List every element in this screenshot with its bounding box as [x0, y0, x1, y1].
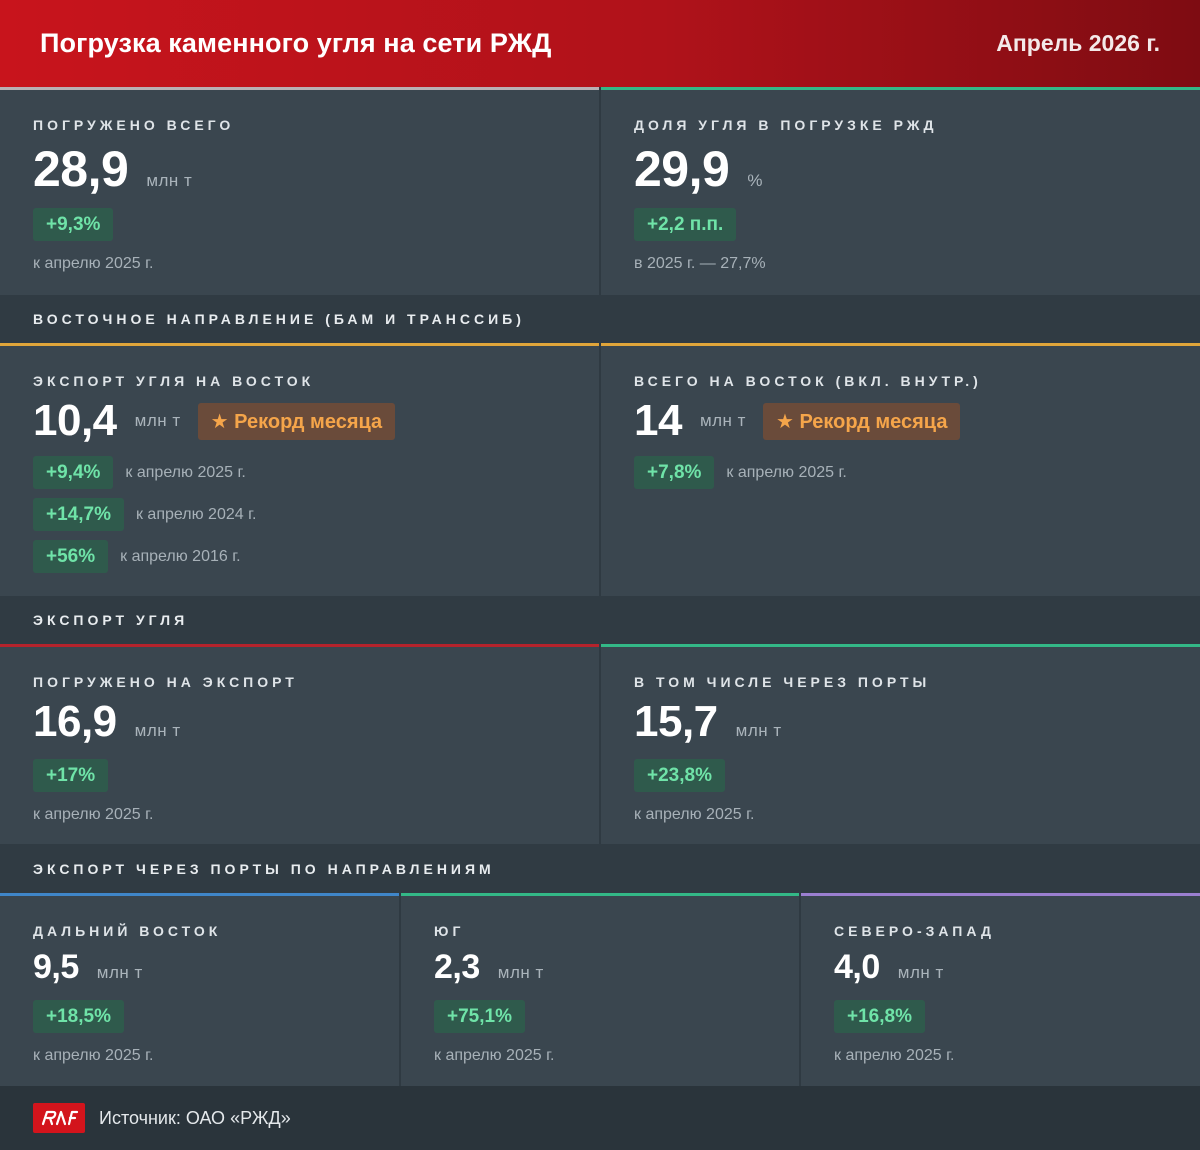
comparison-note: к апрелю 2025 г.	[33, 255, 154, 272]
change-badge: +2,2 п.п.	[634, 208, 737, 241]
comparison-note: в 2025 г. — 27,7%	[634, 255, 766, 272]
rzd-logo-icon	[33, 1103, 85, 1133]
metric-unit: млн т	[497, 963, 544, 982]
metric-value: 2,3	[434, 948, 480, 986]
metric-unit: млн т	[96, 963, 143, 982]
change-badge: +9,3%	[33, 208, 114, 241]
metric-value: 14	[634, 396, 682, 445]
record-badge: ★ Рекорд месяца	[197, 402, 396, 440]
comparison-note: к апрелю 2025 г.	[834, 1047, 955, 1064]
card-label: ПОГРУЖЕНО ВСЕГО	[33, 117, 235, 133]
section-ports: ЭКСПОРТ ЧЕРЕЗ ПОРТЫ ПО НАПРАВЛЕНИЯМ	[0, 844, 1200, 893]
comparison-row: +56% к апрелю 2016 г.	[33, 540, 241, 573]
card-far-east: ДАЛЬНИЙ ВОСТОК 9,5 млн т +18,5% к апрелю…	[0, 893, 399, 1086]
card-label: ВСЕГО НА ВОСТОК (ВКЛ. ВНУТР.)	[634, 373, 982, 389]
change-badge: +7,8%	[634, 456, 715, 489]
card-label: ДАЛЬНИЙ ВОСТОК	[33, 923, 222, 939]
section-east: ВОСТОЧНОЕ НАПРАВЛЕНИЕ (БАМ И ТРАНССИБ)	[0, 295, 1200, 343]
metric-unit: млн т	[134, 721, 181, 740]
source-text: Источник: ОАО «РЖД»	[99, 1107, 291, 1128]
section-title: ЭКСПОРТ ЧЕРЕЗ ПОРТЫ ПО НАПРАВЛЕНИЯМ	[33, 860, 495, 877]
metric-value: 28,9	[33, 141, 129, 197]
comparison-note: к апрелю 2025 г.	[33, 1047, 154, 1064]
comparison-note: к апрелю 2024 г.	[135, 505, 257, 523]
metric-unit: %	[747, 171, 763, 190]
card-label: ЮГ	[434, 923, 465, 939]
comparison-note: к апрелю 2025 г.	[726, 463, 847, 481]
change-badge: +23,8%	[634, 759, 725, 792]
section-title: ЭКСПОРТ УГЛЯ	[33, 612, 189, 628]
section-export: ЭКСПОРТ УГЛЯ	[0, 596, 1200, 644]
card-north-west: СЕВЕРО-ЗАПАД 4,0 млн т +16,8% к апрелю 2…	[801, 893, 1200, 1086]
page-title: Погрузка каменного угля на сети РЖД	[40, 28, 552, 58]
card-label: ПОГРУЖЕНО НА ЭКСПОРТ	[33, 674, 298, 690]
card-loaded-total: ПОГРУЖЕНО ВСЕГО 28,9 млн т +9,3% к апрел…	[0, 87, 599, 295]
metric-value: 10,4	[33, 396, 117, 445]
metric-unit: млн т	[146, 171, 193, 190]
metric-value: 9,5	[33, 948, 79, 986]
card-label: В ТОМ ЧИСЛЕ ЧЕРЕЗ ПОРТЫ	[634, 674, 931, 690]
metric-unit: млн т	[897, 963, 944, 982]
metric-value: 29,9	[634, 141, 730, 197]
footer: Источник: ОАО «РЖД»	[0, 1086, 1200, 1150]
change-badge: +75,1%	[434, 1000, 525, 1033]
comparison-note: к апрелю 2025 г.	[634, 806, 755, 823]
card-label: ЭКСПОРТ УГЛЯ НА ВОСТОК	[33, 373, 315, 389]
comparison-row: +14,7% к апрелю 2024 г.	[33, 498, 256, 531]
comparison-note: к апрелю 2025 г.	[33, 806, 154, 823]
card-loaded-export: ПОГРУЖЕНО НА ЭКСПОРТ 16,9 млн т +17% к а…	[0, 644, 599, 844]
card-via-ports: В ТОМ ЧИСЛЕ ЧЕРЕЗ ПОРТЫ 15,7 млн т +23,8…	[601, 644, 1200, 844]
comparison-note: к апрелю 2016 г.	[120, 547, 241, 565]
change-badge: +56%	[33, 540, 109, 573]
period-label: Апрель 2026 г.	[996, 30, 1160, 56]
metric-value: 16,9	[33, 697, 117, 746]
card-coal-share: ДОЛЯ УГЛЯ В ПОГРУЗКЕ РЖД 29,9 % +2,2 п.п…	[601, 87, 1200, 295]
record-badge: ★ Рекорд месяца	[762, 402, 961, 440]
metric-unit: млн т	[699, 411, 746, 430]
card-total-east: ВСЕГО НА ВОСТОК (ВКЛ. ВНУТР.) 14 млн т ★…	[601, 343, 1200, 596]
metric-value: 15,7	[634, 697, 718, 746]
header-bar: Погрузка каменного угля на сети РЖД Апре…	[0, 0, 1200, 87]
metric-value: 4,0	[834, 948, 880, 986]
metric-unit: млн т	[134, 411, 181, 430]
change-badge: +9,4%	[33, 456, 114, 489]
change-badge: +17%	[33, 759, 109, 792]
change-badge: +18,5%	[33, 1000, 124, 1033]
comparison-note: к апрелю 2025 г.	[434, 1047, 555, 1064]
section-title: ВОСТОЧНОЕ НАПРАВЛЕНИЕ (БАМ И ТРАНССИБ)	[33, 311, 525, 327]
comparison-row: +7,8% к апрелю 2025 г.	[634, 456, 847, 489]
comparison-note: к апрелю 2025 г.	[125, 463, 246, 481]
change-badge: +16,8%	[834, 1000, 925, 1033]
change-badge: +14,7%	[33, 498, 124, 531]
metric-unit: млн т	[735, 721, 782, 740]
card-export-east: ЭКСПОРТ УГЛЯ НА ВОСТОК 10,4 млн т ★ Реко…	[0, 343, 599, 596]
card-label: ДОЛЯ УГЛЯ В ПОГРУЗКЕ РЖД	[634, 117, 938, 133]
card-south: ЮГ 2,3 млн т +75,1% к апрелю 2025 г.	[401, 893, 799, 1086]
comparison-row: +9,4% к апрелю 2025 г.	[33, 456, 246, 489]
card-label: СЕВЕРО-ЗАПАД	[834, 923, 995, 939]
